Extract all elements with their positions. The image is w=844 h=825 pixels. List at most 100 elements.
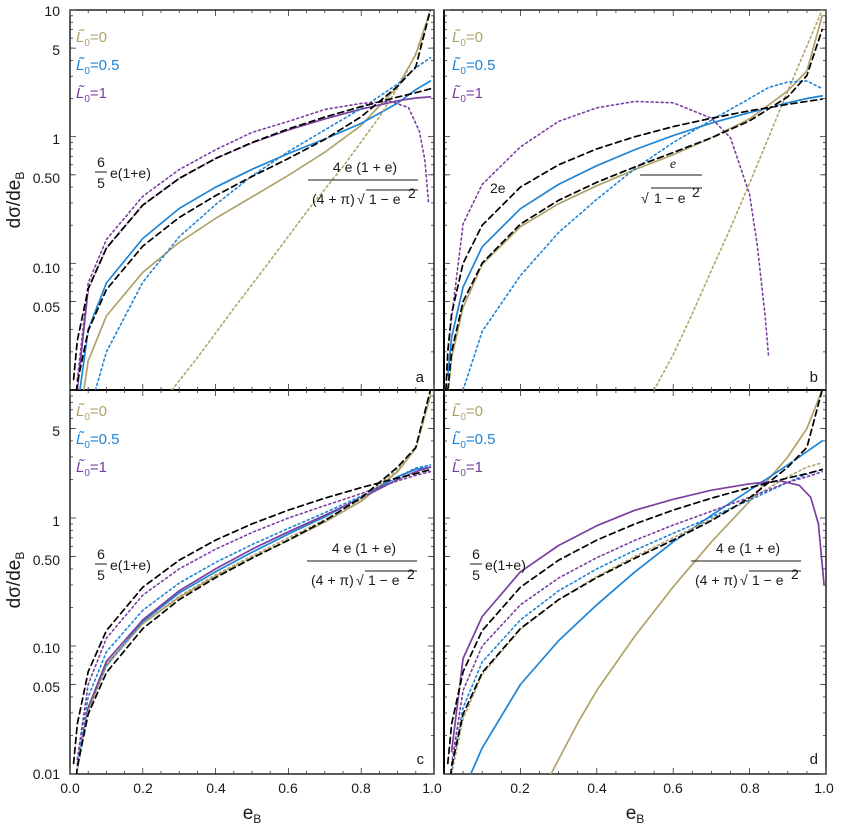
legend-panel-d: L̃0=0 L̃0=0.5 L̃0=1 (452, 403, 496, 479)
legend-entry-l0-05: L̃0=0.5 (452, 431, 496, 451)
fit-curve-underlay (447, 29, 823, 390)
x-tick-label: 0.8 (351, 780, 371, 796)
panel-letter-c: c (417, 751, 425, 768)
series-line-dotted (450, 462, 823, 774)
series-line-dashed (75, 10, 432, 390)
x-tick-label: 0.4 (206, 780, 226, 796)
series-line-dotted (447, 100, 770, 359)
x-tick-label: 0.6 (278, 780, 298, 796)
series-line-solid (550, 390, 824, 774)
legend-entry-l0-0: L̃0=0 (76, 29, 107, 49)
y-tick-label: 0.01 (33, 766, 60, 782)
formula-six-fifths-c: 6 5 e(1+e) (95, 546, 151, 583)
y-tick-labels-top: 10 5 1 0.50 0.10 0.05 (33, 3, 60, 315)
formula-six-fifths-d: 6 5 e(1+e) (470, 546, 526, 583)
series-line-solid (82, 10, 432, 390)
formula-numerator: e (670, 157, 676, 172)
y-tick-label: 0.50 (33, 170, 60, 186)
series-line-solid (447, 14, 824, 390)
legend-entry-l0-05: L̃0=0.5 (76, 431, 120, 451)
series-line-dashed (450, 390, 824, 774)
formula-six-fifths-a: 6 5 e(1+e) (95, 154, 151, 191)
panel-frames (69, 9, 827, 775)
sqrt-sign: √ (740, 572, 748, 588)
x-tick-label: 0.0 (60, 780, 80, 796)
formula-denominator: 5 (472, 567, 480, 583)
series-line-dotted (462, 80, 823, 390)
tick-marks (69, 9, 827, 775)
panel-letter-a: a (416, 369, 425, 386)
panel-letter-d: d (810, 751, 818, 768)
formula-denominator-a: (4 + π) (312, 191, 355, 207)
sqrt-sign: √ (641, 190, 649, 206)
x-tick-label: 1.0 (422, 780, 442, 796)
series-line-dotted (171, 10, 432, 390)
formula-numerator: 6 (97, 154, 105, 170)
series-line-solid (79, 80, 432, 390)
formula-numerator: 6 (97, 546, 105, 562)
y-tick-label: 0.50 (33, 552, 60, 568)
y-tick-label: 1 (52, 131, 60, 147)
fit-curve-underlay (76, 390, 431, 774)
legend-entry-l0-05: L̃0=0.5 (452, 57, 496, 77)
x-tick-label: 0.2 (510, 780, 530, 796)
series-line-dashed (72, 468, 432, 765)
y-tick-labels-bottom: 5 1 0.50 0.10 0.05 0.01 (33, 423, 60, 782)
y-tick-label: 5 (52, 42, 60, 58)
formula-e-over-sqrt-b: e √ 1 − e 2 (640, 157, 702, 206)
series-line-dotted (76, 392, 432, 770)
formula-numerator: 4 e (1 + e) (716, 540, 780, 556)
series-line-dashed (72, 87, 432, 381)
formula-body: e(1+e) (110, 557, 151, 573)
series-line-solid (76, 96, 432, 390)
x-tick-label: 0.8 (740, 780, 760, 796)
series-line-solid (446, 95, 824, 377)
series-line-dotted (76, 100, 430, 381)
legend-entry-l0-0: L̃0=0 (452, 403, 483, 423)
panel-b-frame (443, 9, 827, 391)
y-axis-title-bottom: dσ/deB (4, 552, 27, 609)
legend-panel-b: L̃0=0 L̃0=0.5 L̃0=1 (452, 29, 496, 105)
legend-entry-l0-0: L̃0=0 (452, 29, 483, 49)
formula-body: e(1+e) (110, 165, 151, 181)
y-tick-label: 5 (52, 423, 60, 439)
legend-entry-l0-1: L̃0=1 (452, 85, 483, 105)
x-axis-title-right: eB (626, 803, 645, 825)
y-tick-label: 10 (44, 3, 60, 19)
formula-denominator-b: 1 − e (752, 572, 784, 588)
y-tick-label: 0.05 (33, 299, 60, 315)
sqrt-sign: √ (356, 572, 364, 588)
superscript-2: 2 (408, 185, 416, 201)
y-tick-label: 1 (52, 513, 60, 529)
formula-numerator: 4 e (1 + e) (333, 159, 397, 175)
series-line-dotted (76, 464, 432, 765)
panel-letter-b: b (810, 369, 818, 386)
formula-denominator-a: (4 + π) (311, 572, 354, 588)
series-line-solid (76, 466, 432, 770)
series-line-solid (76, 466, 432, 770)
formula-body: e(1+e) (485, 557, 526, 573)
formula-fraction-d: 4 e (1 + e) (4 + π) √ 1 − e 2 (691, 540, 801, 588)
series-line-dashed (445, 98, 824, 390)
legend-entry-l0-1: L̃0=1 (76, 85, 107, 105)
legend-entry-l0-1: L̃0=1 (76, 459, 107, 479)
formula-denominator: 1 − e (654, 190, 686, 206)
series-line-dotted (94, 56, 432, 390)
formula-fraction-a: 4 e (1 + e) (4 + π) √ 1 − e 2 (308, 159, 418, 207)
formula-fraction-c: 4 e (1 + e) (4 + π) √ 1 − e 2 (307, 540, 417, 588)
formula-denominator-b: 1 − e (369, 191, 401, 207)
formula-two-e: 2e (490, 180, 506, 196)
formula-numerator: 6 (472, 546, 480, 562)
legend-panel-a: L̃0=0 L̃0=0.5 L̃0=1 (76, 29, 120, 105)
legend-entry-l0-1: L̃0=1 (452, 459, 483, 479)
formula-denominator-a: (4 + π) (695, 572, 738, 588)
series-line-dotted (450, 470, 823, 765)
legend-panel-c: L̃0=0 L̃0=0.5 L̃0=1 (76, 403, 120, 479)
formula-denominator: 5 (97, 175, 105, 191)
y-axis-title-top: dσ/deB (4, 172, 27, 229)
fit-curve-underlay (73, 88, 431, 380)
y-tick-label: 0.05 (33, 679, 60, 695)
x-tick-label: 1.0 (814, 780, 834, 796)
panel-c-curves (72, 390, 432, 774)
x-tick-label: 0.6 (663, 780, 683, 796)
